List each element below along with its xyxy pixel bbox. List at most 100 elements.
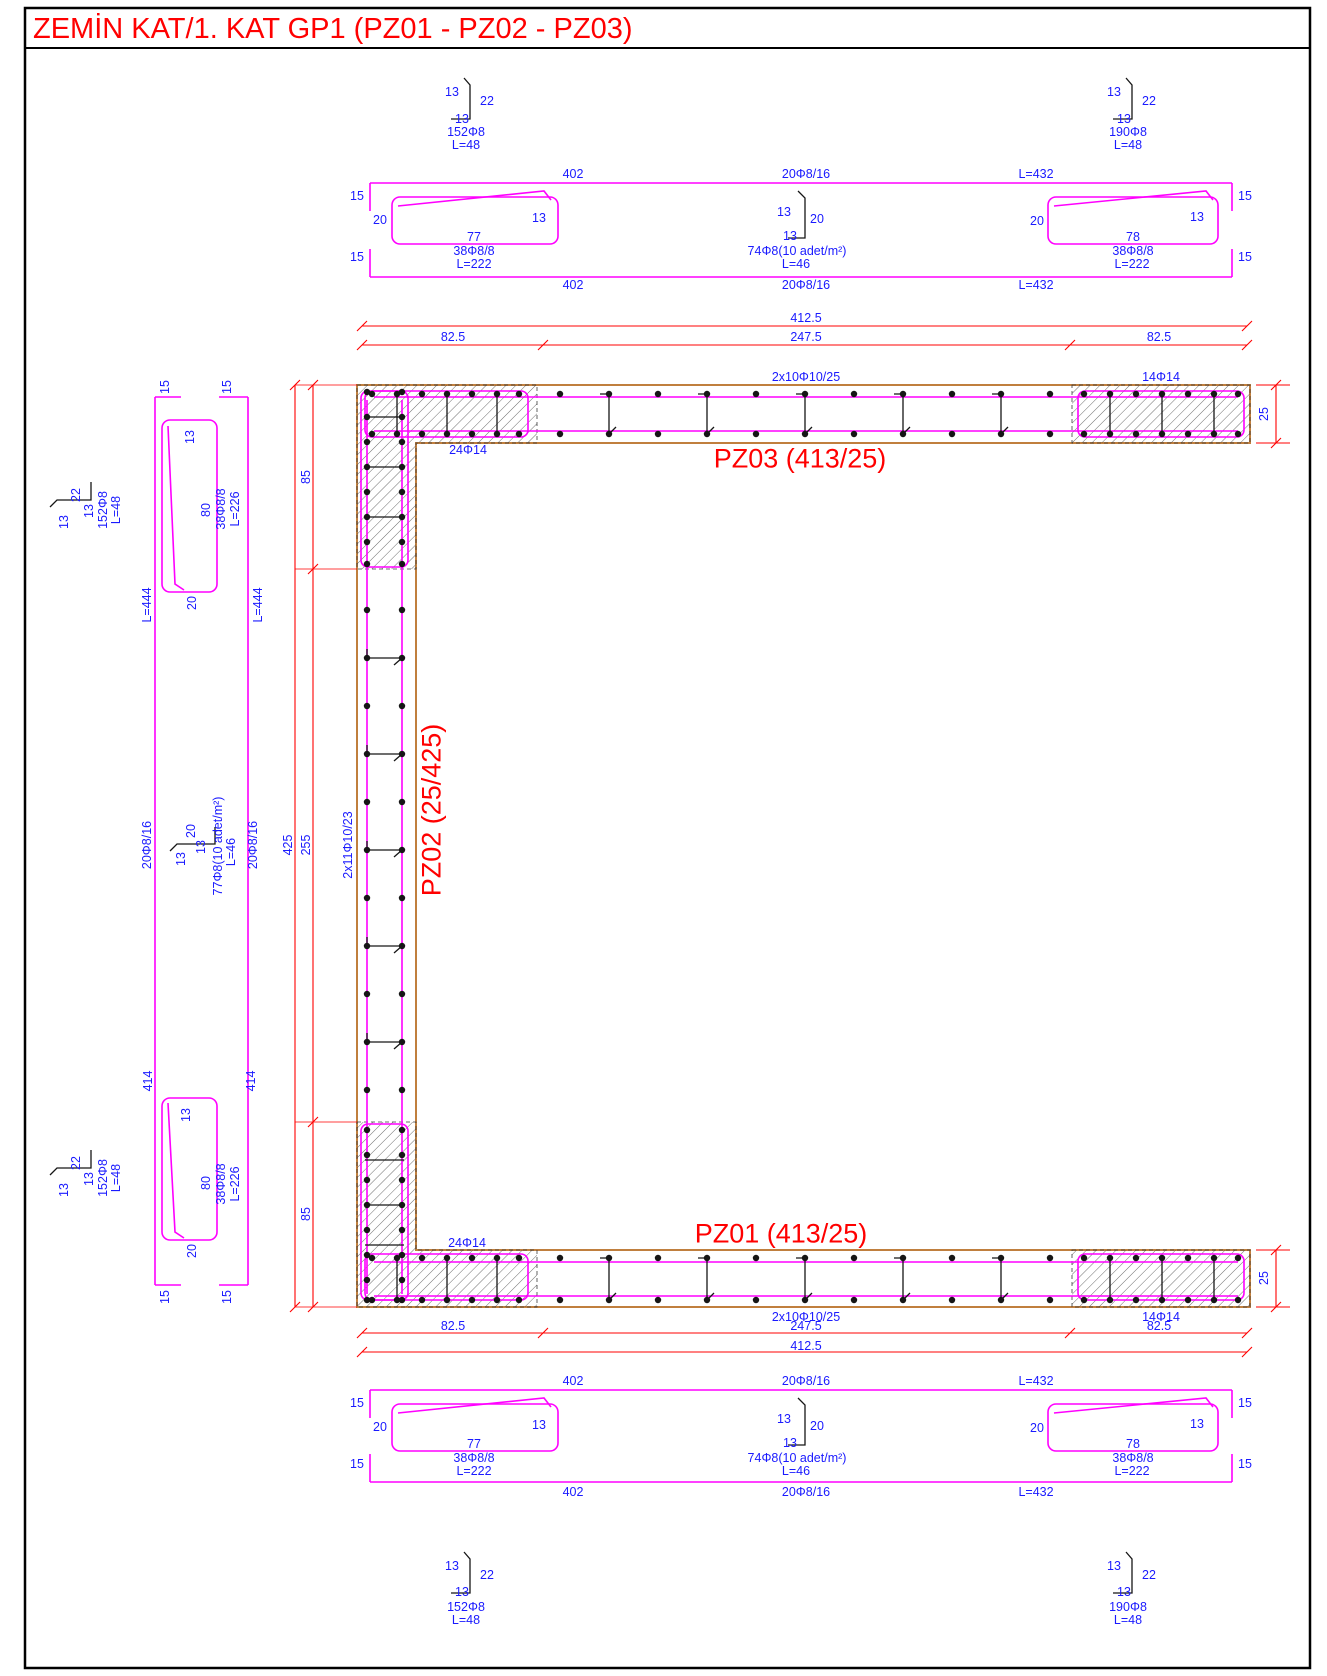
annotation-label: 15: [219, 380, 234, 394]
annotation-label: L=46: [223, 837, 238, 867]
annotation-label: 247.5: [790, 329, 822, 344]
annotation-label: L=432: [1018, 1373, 1054, 1388]
wall-label-pz03: PZ03 (413/25): [713, 443, 887, 474]
hook-bar-shape: [451, 1551, 471, 1594]
annotation-label: 15: [1238, 188, 1252, 203]
hook-bar-shape: [451, 77, 471, 120]
annotation-label: 20Φ8/16: [781, 1373, 831, 1388]
drawing-title: ZEMİN KAT/1. KAT GP1 (PZ01 - PZ02 - PZ03…: [33, 13, 633, 45]
annotation-label: 13: [1190, 1416, 1204, 1431]
annotation-label: 80: [198, 503, 213, 517]
annotation-label: 13: [1107, 84, 1121, 99]
annotation-label: 414: [140, 1070, 155, 1092]
annotation-label: 13: [1117, 111, 1131, 126]
annotation-label: 414: [243, 1070, 258, 1092]
annotation-label: 38Φ8/8: [213, 488, 228, 530]
annotation-label: L=222: [456, 256, 492, 271]
annotation-label: 15: [350, 188, 364, 203]
annotation-label: 20: [184, 596, 199, 610]
annotation-label: 152Φ8: [447, 124, 485, 139]
annotation-label: 2x10Φ10/25: [771, 369, 841, 384]
annotation-label: 22: [68, 1156, 83, 1170]
annotation-label: 20Φ8/16: [781, 1484, 831, 1499]
annotation-label: 24Φ14: [449, 442, 487, 457]
wall-label-pz02: PZ02 (25/425): [416, 723, 447, 897]
annotation-label: 402: [562, 277, 584, 292]
dimension-lines: [289, 320, 1290, 1358]
annotation-label: L=222: [1114, 1463, 1150, 1478]
annotation-label: 412.5: [790, 1338, 822, 1353]
annotation-label: 25: [1256, 1271, 1271, 1285]
annotation-label: 82.5: [1146, 1318, 1172, 1333]
annotation-label: 14Φ14: [1142, 1309, 1180, 1324]
annotation-label: 190Φ8: [1109, 1599, 1147, 1614]
annotation-label: 13: [455, 1584, 469, 1599]
annotation-label: L=432: [1018, 277, 1054, 292]
annotation-label: 402: [562, 1373, 584, 1388]
annotation-label: 13: [56, 1183, 71, 1197]
annotation-label: 38Φ8/8: [213, 1163, 228, 1205]
wall-label-pz01: PZ01 (413/25): [694, 1218, 868, 1249]
annotation-label: L=48: [1113, 137, 1143, 152]
annotation-label: 22: [480, 1567, 494, 1582]
annotation-label: 13: [532, 1417, 546, 1432]
hook-bar-shape: [1113, 77, 1133, 120]
annotation-label: 152Φ8: [447, 1599, 485, 1614]
annotation-label: 38Φ8/8: [1112, 243, 1154, 258]
hook-bar-shape: [49, 1150, 92, 1176]
annotation-label: 13: [1190, 209, 1204, 224]
annotation-label: 22: [1142, 1567, 1156, 1582]
annotation-label: 13: [182, 430, 197, 444]
tie-hook-shape: [169, 827, 216, 852]
annotation-label: 13: [1107, 1558, 1121, 1573]
annotation-label: L=48: [451, 1612, 481, 1627]
annotation-label: 255: [298, 834, 313, 856]
annotation-label: 20: [183, 824, 198, 838]
annotation-label: L=222: [1114, 256, 1150, 271]
annotation-label: 82.5: [440, 329, 466, 344]
annotation-label: 15: [350, 249, 364, 264]
annotation-label: 13: [81, 504, 96, 518]
annotation-label: 13: [777, 1411, 791, 1426]
annotation-label: 247.5: [790, 1318, 822, 1333]
annotation-label: L=432: [1018, 1484, 1054, 1499]
annotation-label: 20Φ8/16: [139, 820, 154, 870]
annotation-label: 20: [810, 1418, 824, 1433]
sheet-frame: [23, 6, 1312, 1670]
annotation-label: 74Φ8(10 adet/m²): [747, 1450, 847, 1465]
annotation-label: 13: [1117, 1584, 1131, 1599]
annotation-label: L=48: [451, 137, 481, 152]
annotation-label: L=46: [781, 1463, 811, 1478]
annotation-label: L=48: [108, 495, 123, 525]
annotation-label: 20: [1030, 213, 1044, 228]
annotation-label: 13: [783, 1435, 797, 1450]
annotation-label: 15: [1238, 249, 1252, 264]
annotation-label: 85: [298, 470, 313, 484]
annotation-label: 2x10Φ10/25: [771, 1309, 841, 1324]
annotation-label: 85: [298, 1207, 313, 1221]
annotation-label: L=226: [227, 491, 242, 527]
annotation-label: 22: [480, 93, 494, 108]
plan-rebar-lines: [360, 390, 1245, 1301]
annotation-label: 13: [193, 840, 208, 854]
annotation-label: L=444: [139, 587, 154, 623]
annotation-label: L=48: [108, 1163, 123, 1193]
annotation-label: 20Φ8/16: [245, 820, 260, 870]
annotation-label: L=48: [1113, 1612, 1143, 1627]
hook-bar-shape: [49, 482, 92, 508]
annotation-label: 20: [373, 212, 387, 227]
annotation-label: L=432: [1018, 166, 1054, 181]
annotation-label: 22: [1142, 93, 1156, 108]
annotation-label: 82.5: [440, 1318, 466, 1333]
annotation-label: 13: [532, 210, 546, 225]
annotation-label: 13: [81, 1172, 96, 1186]
annotation-label: 20: [184, 1244, 199, 1258]
wall-plan: [356, 384, 1251, 1308]
annotation-label: 152Φ8: [95, 1159, 110, 1197]
annotation-label: 15: [219, 1290, 234, 1304]
annotation-label: 38Φ8/8: [453, 243, 495, 258]
annotation-label: L=226: [227, 1166, 242, 1202]
annotation-label: 412.5: [790, 310, 822, 325]
annotation-label: 14Φ14: [1142, 369, 1180, 384]
